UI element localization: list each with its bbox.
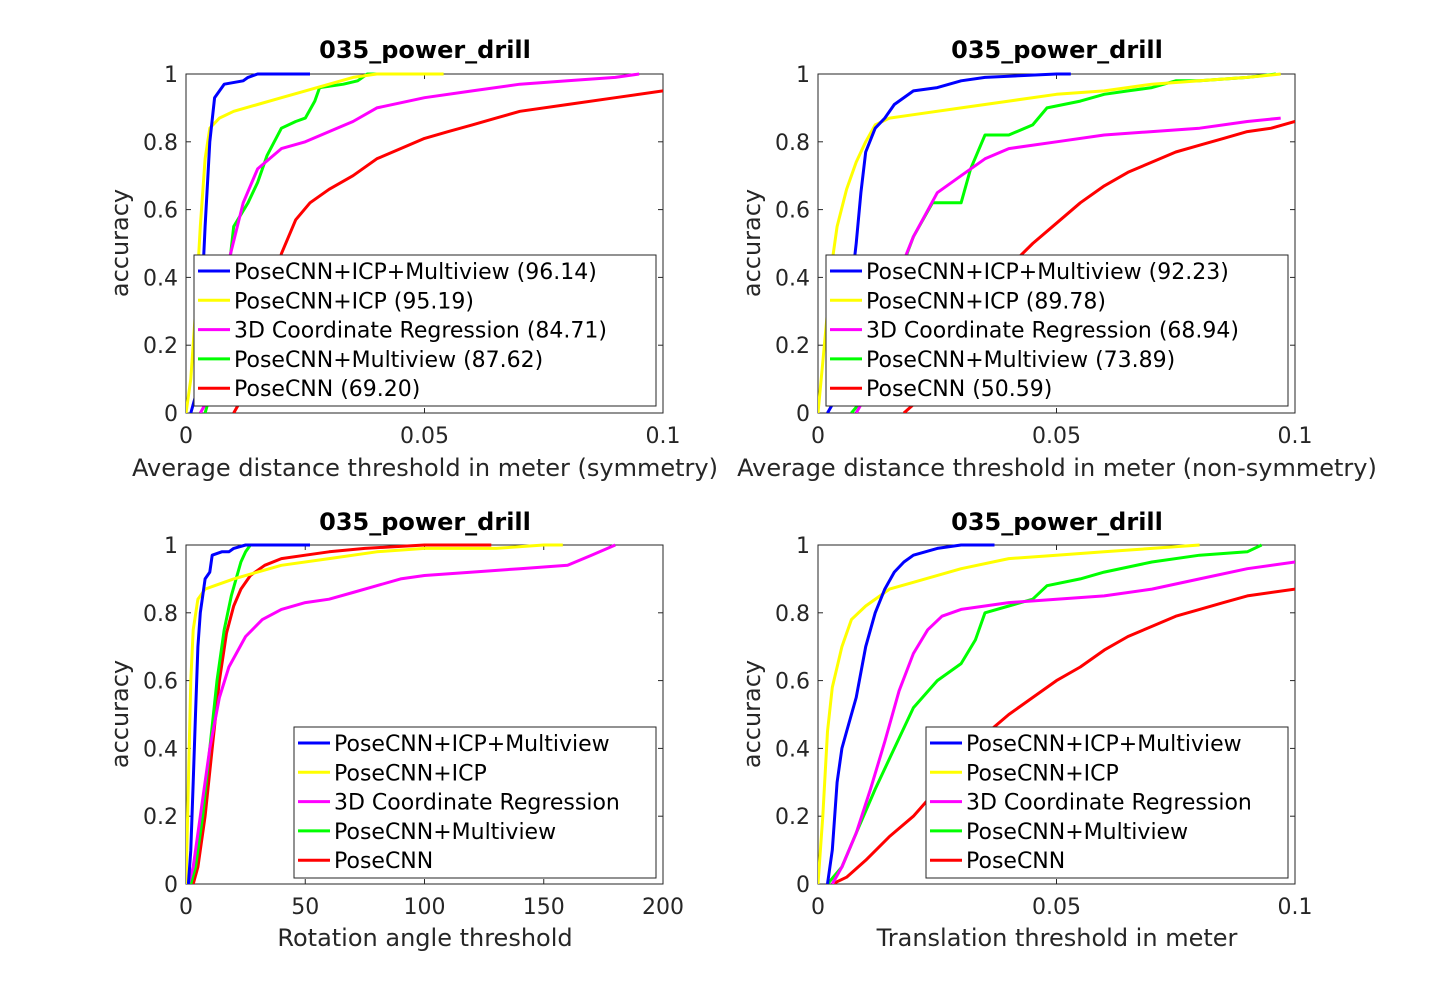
legend-box [825, 254, 1289, 407]
series-line [186, 543, 310, 884]
series-line [186, 543, 616, 884]
y-tick-label: 1 [796, 63, 810, 88]
legend-label: PoseCNN (69.20) [234, 377, 420, 402]
y-tick-label: 0.2 [143, 334, 178, 359]
legend-box [925, 726, 1289, 879]
series-line [191, 543, 492, 884]
legend-label: 3D Coordinate Regression (84.71) [234, 319, 607, 344]
x-axis-label: Translation threshold in meter [876, 924, 1238, 952]
legend-label: PoseCNN [334, 849, 433, 874]
chart-panel-3: 035_power_drill Rotation angle threshold… [106, 508, 573, 952]
plot-area-1: 0 0.2 0.4 0.6 0.8 1 0 0.05 0.1 PoseCNN+ICP+Multiv… [143, 63, 681, 449]
y-tick-label: 0.8 [143, 131, 178, 156]
x-axis-label: Average distance threshold in meter (sym… [132, 454, 718, 482]
legend-label: PoseCNN+ICP (89.78) [866, 289, 1106, 314]
x-tick-label: 200 [642, 895, 684, 920]
chart-title: 035_power_drill [951, 36, 1163, 64]
chart-panel-4: 035_power_drill Translation threshold in… [738, 508, 1238, 952]
series-line [830, 560, 1295, 884]
y-tick-label: 0.8 [775, 131, 810, 156]
y-tick-label: 0 [796, 873, 810, 898]
x-tick-label: 0 [179, 895, 193, 920]
legend-label: PoseCNN+Multiview [334, 820, 556, 845]
series-line [189, 544, 252, 884]
plot-area-3: 0 0.2 0.4 0.6 0.8 1 0 50 100 150 200 PoseCNN+ICP+Mu… [143, 534, 684, 920]
legend-label: 3D Coordinate Regression [966, 791, 1252, 816]
legend-label: PoseCNN+ICP+Multiview [334, 732, 610, 757]
legend: PoseCNN+ICP+Multiview PoseCNN+ICP 3D Coord… [925, 726, 1289, 879]
y-tick-label: 0.4 [143, 266, 178, 291]
y-tick-label: 0.6 [775, 670, 810, 695]
x-tick-label: 0 [811, 424, 825, 449]
legend-label: PoseCNN+ICP [334, 761, 487, 786]
series-lines [818, 543, 1295, 884]
legend-label: PoseCNN+ICP+Multiview (92.23) [866, 260, 1229, 285]
chart-panel-2: 035_power_drill Average distance thresho… [737, 36, 1377, 482]
legend-box [193, 254, 657, 407]
y-tick-label: 1 [164, 534, 178, 559]
y-axis-label: accuracy [106, 189, 134, 297]
y-tick-label: 0.4 [143, 737, 178, 762]
y-tick-label: 0.2 [775, 334, 810, 359]
x-axis-label: Average distance threshold in meter (non… [737, 454, 1377, 482]
y-tick-label: 0 [164, 402, 178, 427]
y-tick-label: 0.6 [775, 199, 810, 224]
y-tick-label: 0.8 [775, 602, 810, 627]
legend-label: 3D Coordinate Regression [334, 791, 620, 816]
x-axis-label: Rotation angle threshold [277, 924, 572, 952]
legend-label: PoseCNN+Multiview (73.89) [866, 348, 1175, 373]
series-line [186, 543, 563, 884]
legend-label: PoseCNN [966, 849, 1065, 874]
y-tick-label: 0 [796, 402, 810, 427]
y-tick-label: 0.6 [143, 199, 178, 224]
chart-title: 035_power_drill [951, 508, 1163, 536]
x-tick-label: 0.05 [400, 424, 449, 449]
legend-label: 3D Coordinate Regression (68.94) [866, 319, 1239, 344]
legend-label: PoseCNN+ICP [966, 761, 1119, 786]
x-tick-label: 0.05 [1032, 895, 1081, 920]
x-tick-label: 0 [179, 424, 193, 449]
legend-label: PoseCNN+Multiview [966, 820, 1188, 845]
x-tick-label: 0 [811, 895, 825, 920]
legend-label: PoseCNN+ICP+Multiview [966, 732, 1242, 757]
y-tick-label: 0.6 [143, 670, 178, 695]
x-tick-label: 100 [404, 895, 446, 920]
series-lines [186, 543, 616, 884]
legend-label: PoseCNN+ICP+Multiview (96.14) [234, 260, 597, 285]
chart-title: 035_power_drill [319, 36, 531, 64]
legend-label: PoseCNN+Multiview (87.62) [234, 348, 543, 373]
y-tick-label: 0 [164, 873, 178, 898]
y-tick-label: 0.4 [775, 737, 810, 762]
y-tick-label: 0.4 [775, 266, 810, 291]
legend: PoseCNN+ICP+Multiview (96.14) PoseCNN+ICP… [193, 254, 657, 407]
y-axis-label: accuracy [738, 660, 766, 768]
legend: PoseCNN+ICP+Multiview PoseCNN+ICP 3D Coord… [293, 726, 657, 879]
y-tick-label: 0.2 [775, 805, 810, 830]
y-tick-label: 1 [164, 63, 178, 88]
series-line [818, 543, 1200, 884]
legend: PoseCNN+ICP+Multiview (92.23) PoseCNN+ICP… [825, 254, 1289, 407]
chart-panel-1: 035_power_drill Average distance thresho… [106, 36, 718, 482]
plot-area-4: 0 0.2 0.4 0.6 0.8 1 0 0.05 0.1 PoseCNN+ICP+Multiv… [775, 534, 1313, 920]
y-tick-label: 0.8 [143, 602, 178, 627]
y-axis-label: accuracy [106, 660, 134, 768]
y-tick-label: 1 [796, 534, 810, 559]
series-line [826, 543, 1263, 884]
x-tick-label: 0.05 [1032, 424, 1081, 449]
chart-title: 035_power_drill [319, 508, 531, 536]
x-tick-label: 0.1 [1278, 424, 1313, 449]
plot-area-2: 0 0.2 0.4 0.6 0.8 1 0 0.05 0.1 PoseCNN+ICP+Multiv… [775, 63, 1313, 449]
x-tick-label: 0.1 [1278, 895, 1313, 920]
series-line [831, 587, 1295, 884]
y-tick-label: 0.2 [143, 805, 178, 830]
x-tick-label: 150 [523, 895, 565, 920]
x-tick-label: 50 [291, 895, 319, 920]
series-line [826, 543, 995, 884]
legend-box [293, 726, 657, 879]
y-axis-label: accuracy [738, 189, 766, 297]
legend-label: PoseCNN (50.59) [866, 377, 1052, 402]
x-tick-label: 0.1 [646, 424, 681, 449]
legend-label: PoseCNN+ICP (95.19) [234, 289, 474, 314]
